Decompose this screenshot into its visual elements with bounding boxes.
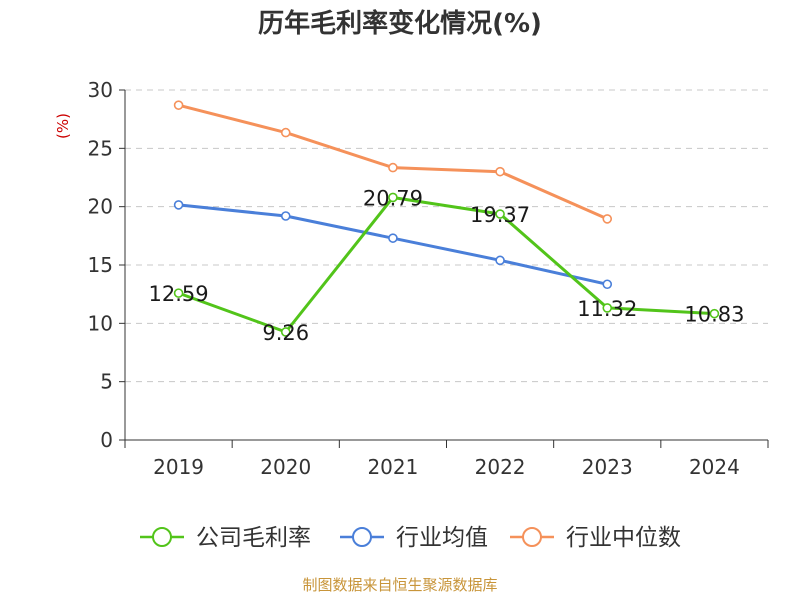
x-tick-label: 2019 xyxy=(153,455,204,479)
data-label: 9.26 xyxy=(262,321,309,345)
data-point xyxy=(280,327,291,337)
y-tick-label: 20 xyxy=(88,195,113,219)
data-point xyxy=(602,303,613,313)
data-point xyxy=(495,166,505,177)
data-point xyxy=(173,200,184,210)
data-point xyxy=(280,127,291,138)
x-tick-label: 2022 xyxy=(475,455,526,479)
data-point xyxy=(602,214,613,224)
x-tick-label: 2020 xyxy=(260,455,311,479)
data-point xyxy=(602,279,613,290)
y-tick-label: 30 xyxy=(88,78,113,102)
legend-swatch-marker xyxy=(352,527,372,547)
axes: 0 5 10 15 20 25 30 2019 2020 2021 2022 2023 2024 xyxy=(88,78,769,479)
legend-label: 行业中位数 xyxy=(566,525,681,551)
legend-swatch-marker xyxy=(522,527,542,547)
series-line xyxy=(178,196,715,334)
y-tick-label: 10 xyxy=(88,311,113,335)
x-tick-label: 2023 xyxy=(582,455,633,479)
data-label: 10.83 xyxy=(684,303,744,327)
y-tick-label: 15 xyxy=(88,253,113,277)
data-point xyxy=(495,255,505,266)
legend-label: 公司毛利率 xyxy=(196,525,311,551)
data-point xyxy=(173,100,184,110)
data-point xyxy=(388,192,398,203)
data-label: 11.32 xyxy=(577,297,637,321)
legend: 公司毛利率 行业均值 行业中位数 xyxy=(140,525,681,551)
grid-lines xyxy=(125,89,768,383)
legend-item[interactable]: 行业均值 xyxy=(340,525,488,551)
x-tick-label: 2021 xyxy=(367,455,418,479)
series-line xyxy=(178,203,608,286)
data-label: 12.59 xyxy=(149,282,209,306)
y-tick-label: 0 xyxy=(100,428,113,452)
data-label: 19.37 xyxy=(470,203,530,227)
data-point xyxy=(388,162,398,173)
data-point xyxy=(173,288,184,298)
data-labels: 12.59 9.26 20.79 19.37 11.32 10.83 xyxy=(149,186,745,345)
x-tick-label: 2024 xyxy=(689,455,740,479)
legend-label: 行业均值 xyxy=(396,525,488,551)
y-tick-label: 25 xyxy=(88,136,113,160)
chart-title: 历年毛利率变化情况(%) xyxy=(258,8,542,39)
data-point xyxy=(709,308,720,319)
data-point xyxy=(495,209,505,219)
data-label: 20.79 xyxy=(363,186,423,210)
source-note: 制图数据来自恒生聚源数据库 xyxy=(302,576,497,594)
data-point xyxy=(388,233,398,243)
data-point xyxy=(280,211,291,221)
legend-swatch-marker xyxy=(152,527,172,547)
series-group xyxy=(173,100,720,337)
y-tick-label: 5 xyxy=(100,370,113,394)
y-axis-label: (%) xyxy=(54,113,72,139)
legend-item[interactable]: 公司毛利率 xyxy=(140,525,311,551)
legend-item[interactable]: 行业中位数 xyxy=(510,525,681,551)
